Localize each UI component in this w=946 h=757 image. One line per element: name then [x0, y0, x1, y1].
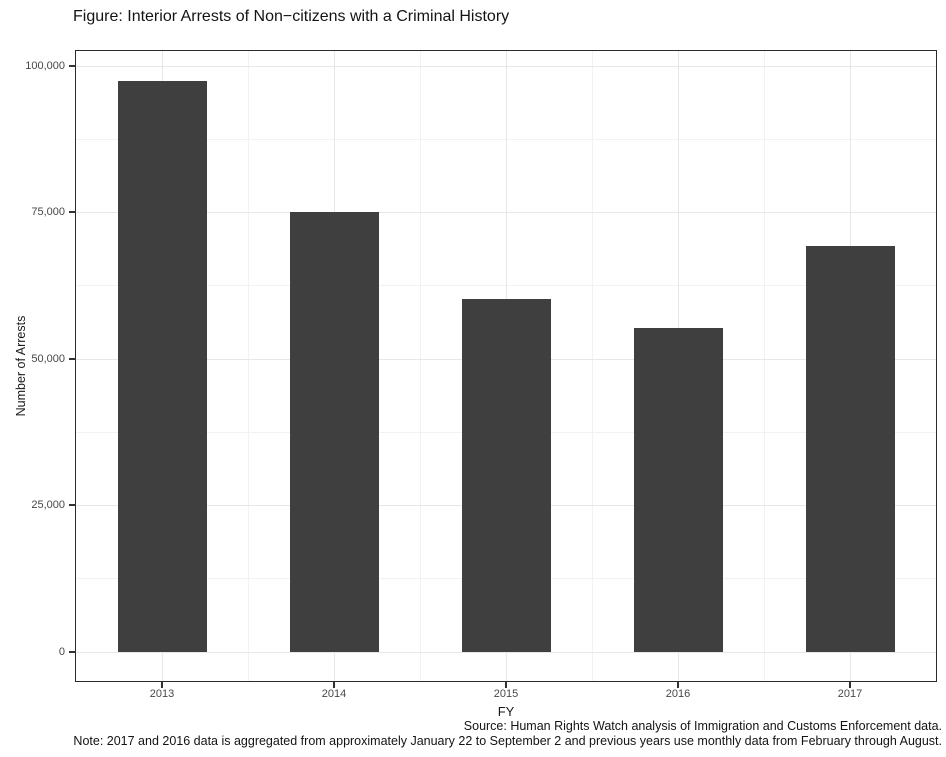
y-tick-label: 0: [58, 645, 65, 658]
x-axis-tick: [849, 682, 851, 688]
gridline-minor-vertical: [420, 51, 421, 681]
gridline-minor-vertical: [592, 51, 593, 681]
gridline-minor-vertical: [764, 51, 765, 681]
bar-2014: [289, 212, 379, 652]
source-attribution: Source: Human Rights Watch analysis of I…: [463, 719, 942, 733]
y-tick-label: 50,000: [31, 352, 65, 365]
bar-2013: [117, 81, 207, 652]
bar-2015: [461, 298, 551, 652]
y-tick-label: 75,000: [31, 206, 65, 219]
y-axis-tick: [69, 650, 76, 653]
y-axis-tick: [69, 357, 76, 360]
bar-2016: [633, 327, 723, 652]
x-tick-label: 2017: [837, 688, 863, 700]
footnote: Note: 2017 and 2016 data is aggregated f…: [73, 734, 942, 748]
y-tick-label: 100,000: [25, 59, 65, 72]
x-axis-tick: [505, 682, 507, 688]
y-tick-label: 25,000: [31, 499, 65, 512]
x-tick-label: 2015: [493, 688, 519, 700]
x-axis-title: FY: [497, 704, 515, 719]
y-axis-tick: [69, 64, 76, 67]
x-axis-tick: [161, 682, 163, 688]
bar-2017: [805, 245, 895, 652]
y-axis-tick: [69, 211, 76, 214]
x-axis-tick: [677, 682, 679, 688]
x-axis-tick: [333, 682, 335, 688]
chart-title: Figure: Interior Arrests of Non−citizens…: [73, 8, 510, 25]
x-tick-label: 2016: [665, 688, 691, 700]
x-tick-label: 2013: [149, 688, 175, 700]
plot-panel: [75, 50, 937, 682]
y-axis-tick: [69, 504, 76, 507]
x-tick-label: 2014: [321, 688, 347, 700]
y-axis-title: Number of Arrests: [14, 315, 28, 417]
gridline-minor-vertical: [248, 51, 249, 681]
